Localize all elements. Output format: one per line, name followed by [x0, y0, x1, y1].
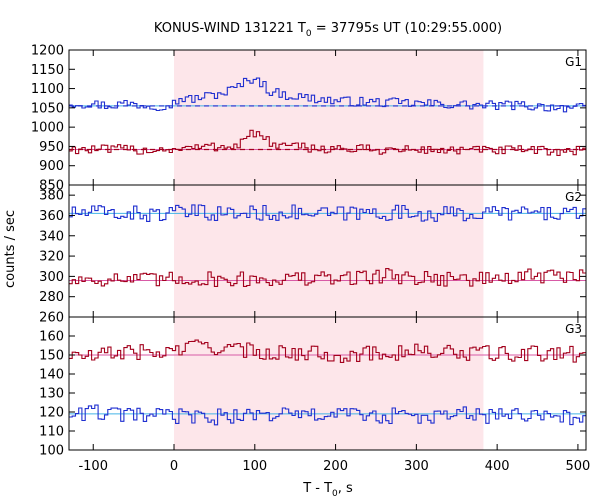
x-tick-label: -100: [78, 459, 108, 474]
y-tick-label: 280: [39, 290, 64, 305]
y-tick-label: 130: [39, 387, 64, 402]
y-tick-label: 260: [39, 311, 64, 326]
y-tick-label: 1150: [31, 63, 64, 78]
y-tick-label: 320: [39, 250, 64, 265]
burst-interval-highlight: [174, 50, 484, 450]
y-tick-label: 1200: [31, 44, 64, 59]
x-tick-label: 300: [404, 459, 429, 474]
y-tick-label: 100: [39, 444, 64, 459]
count-rate-g2-red: [69, 268, 586, 287]
y-tick-label: 1000: [31, 121, 64, 136]
y-tick-label: 120: [39, 406, 64, 421]
y-tick-label: 110: [39, 425, 64, 440]
panel-label-g2: G2: [565, 190, 582, 204]
y-tick-label: 300: [39, 270, 64, 285]
y-tick-label: 340: [39, 229, 64, 244]
count-rate-g1-red: [69, 129, 586, 156]
y-tick-label: 900: [39, 159, 64, 174]
panel-label-g1: G1: [565, 55, 582, 69]
count-rate-g3-blue: [69, 404, 586, 426]
y-tick-label: 1050: [31, 101, 64, 116]
y-tick-label: 380: [39, 189, 64, 204]
count-rate-g3-red: [69, 339, 586, 363]
chart-title: KONUS-WIND 131221 T0 = 37795s UT (10:29:…: [154, 21, 502, 39]
y-tick-label: 950: [39, 140, 64, 155]
x-axis-title: T - T0, s: [302, 481, 353, 499]
y-tick-label: 140: [39, 368, 64, 383]
x-tick-label: 0: [170, 459, 178, 474]
panel-label-g3: G3: [565, 322, 582, 336]
y-axis-title: counts / sec: [3, 210, 18, 288]
x-tick-label: 400: [485, 459, 510, 474]
y-tick-label: 1100: [31, 82, 64, 97]
y-tick-label: 850: [39, 179, 64, 194]
y-tick-label: 160: [39, 330, 64, 345]
x-tick-label: 500: [566, 459, 591, 474]
y-tick-label: 360: [39, 209, 64, 224]
panel-frame-g3: [68, 316, 587, 451]
count-rate-g2-blue: [69, 204, 586, 222]
y-tick-label: 150: [39, 349, 64, 364]
x-tick-label: 100: [242, 459, 267, 474]
count-rate-g1-blue: [69, 77, 586, 113]
x-tick-label: 200: [323, 459, 348, 474]
